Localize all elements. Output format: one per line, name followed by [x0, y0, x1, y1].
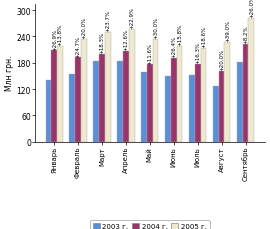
Bar: [69, 74, 75, 142]
Bar: [243, 45, 248, 142]
Text: +11.6%: +11.6%: [148, 42, 153, 64]
Bar: [147, 65, 153, 142]
Bar: [201, 49, 206, 142]
Bar: [117, 61, 123, 142]
Bar: [129, 30, 134, 142]
Text: +20.0%: +20.0%: [219, 48, 224, 71]
Bar: [105, 33, 111, 142]
Text: +26.0%: +26.0%: [249, 0, 254, 18]
Bar: [248, 19, 254, 142]
Y-axis label: Млн грн.: Млн грн.: [5, 56, 14, 91]
Text: +15.8%: +15.8%: [177, 24, 182, 46]
Bar: [93, 62, 99, 142]
Text: +18.3%: +18.3%: [100, 32, 105, 54]
Text: +39.0%: +39.0%: [225, 20, 230, 42]
Bar: [123, 52, 129, 142]
Text: +18.6%: +18.6%: [201, 26, 206, 48]
Bar: [51, 51, 57, 142]
Bar: [213, 86, 219, 142]
Text: +12.6%: +12.6%: [124, 29, 129, 51]
Text: +24.7%: +24.7%: [76, 35, 81, 57]
Text: +20.0%: +20.0%: [82, 16, 87, 39]
Bar: [99, 55, 105, 142]
Bar: [237, 63, 243, 142]
Text: +30.0%: +30.0%: [153, 16, 158, 39]
Text: +26.9%: +26.9%: [52, 28, 57, 50]
Bar: [81, 39, 87, 142]
Bar: [195, 64, 201, 142]
Text: +26.4%: +26.4%: [171, 36, 177, 58]
Bar: [75, 58, 81, 142]
Bar: [171, 59, 177, 142]
Text: +22.9%: +22.9%: [129, 7, 134, 29]
Bar: [46, 81, 51, 142]
Text: +16.3%: +16.3%: [195, 41, 200, 63]
Bar: [165, 76, 171, 142]
Text: +23.7%: +23.7%: [106, 10, 110, 32]
Bar: [219, 71, 224, 142]
Text: +8.2%: +8.2%: [243, 26, 248, 44]
Bar: [177, 47, 183, 142]
Bar: [141, 73, 147, 142]
Legend: 2003 г., 2004 г., 2005 г.: 2003 г., 2004 г., 2005 г.: [90, 220, 210, 229]
Bar: [189, 76, 195, 142]
Text: +13.8%: +13.8%: [58, 24, 63, 46]
Bar: [153, 39, 158, 142]
Bar: [57, 47, 63, 142]
Bar: [224, 43, 230, 142]
